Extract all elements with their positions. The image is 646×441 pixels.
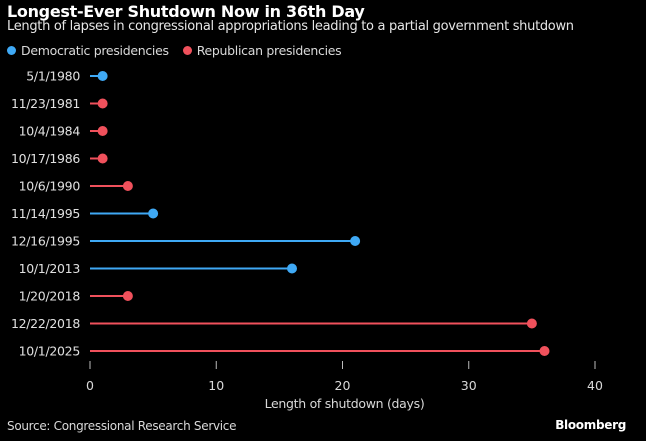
lollipop-dot <box>526 318 537 329</box>
category-label: 1/20/2018 <box>19 289 81 304</box>
legend-item-republican: Republican presidencies <box>182 43 342 58</box>
lollipop-dot <box>148 208 159 219</box>
legend-swatch-republican <box>182 46 192 55</box>
chart-title: Longest-Ever Shutdown Now in 36th Day <box>7 2 365 21</box>
x-tick-label: 20 <box>335 378 351 393</box>
x-tick-label: 10 <box>208 378 224 393</box>
lollipop-dot <box>122 181 133 191</box>
lollipop-dot <box>97 126 108 136</box>
category-label: 10/17/1986 <box>11 151 80 166</box>
legend-swatch-democratic <box>7 46 16 55</box>
legend: Democratic presidencies Republican presi… <box>7 43 342 58</box>
lollipop-dot <box>97 98 108 109</box>
category-label: 10/1/2013 <box>19 261 80 276</box>
x-tick-label: 40 <box>587 378 603 393</box>
category-label: 12/16/1995 <box>11 234 80 249</box>
category-label: 10/6/1990 <box>19 179 81 194</box>
legend-item-democratic: Democratic presidencies <box>7 43 169 58</box>
category-label: 11/14/1995 <box>11 206 80 221</box>
lollipop-dot <box>97 153 108 164</box>
chart-subtitle: Length of lapses in congressional approp… <box>7 19 574 34</box>
lollipop-dot <box>539 346 550 356</box>
lollipop-dot <box>122 291 133 301</box>
category-label: 11/23/1981 <box>11 96 80 111</box>
category-label: 5/1/1980 <box>26 69 80 84</box>
legend-label-republican: Republican presidencies <box>196 43 342 58</box>
category-label: 10/1/2025 <box>19 344 80 359</box>
x-tick-label: 0 <box>86 378 94 393</box>
category-label: 12/22/2018 <box>11 316 80 331</box>
brand-logo: Bloomberg <box>555 418 626 432</box>
lollipop-dot <box>287 263 297 274</box>
lollipop-dot <box>97 71 108 81</box>
source-note: Source: Congressional Research Service <box>7 419 237 433</box>
legend-label-democratic: Democratic presidencies <box>21 43 169 58</box>
x-tick-label: 30 <box>461 378 477 393</box>
category-label: 10/4/1984 <box>19 124 81 139</box>
lollipop-dot <box>350 236 361 246</box>
x-axis-label: Length of shutdown (days) <box>265 396 425 411</box>
